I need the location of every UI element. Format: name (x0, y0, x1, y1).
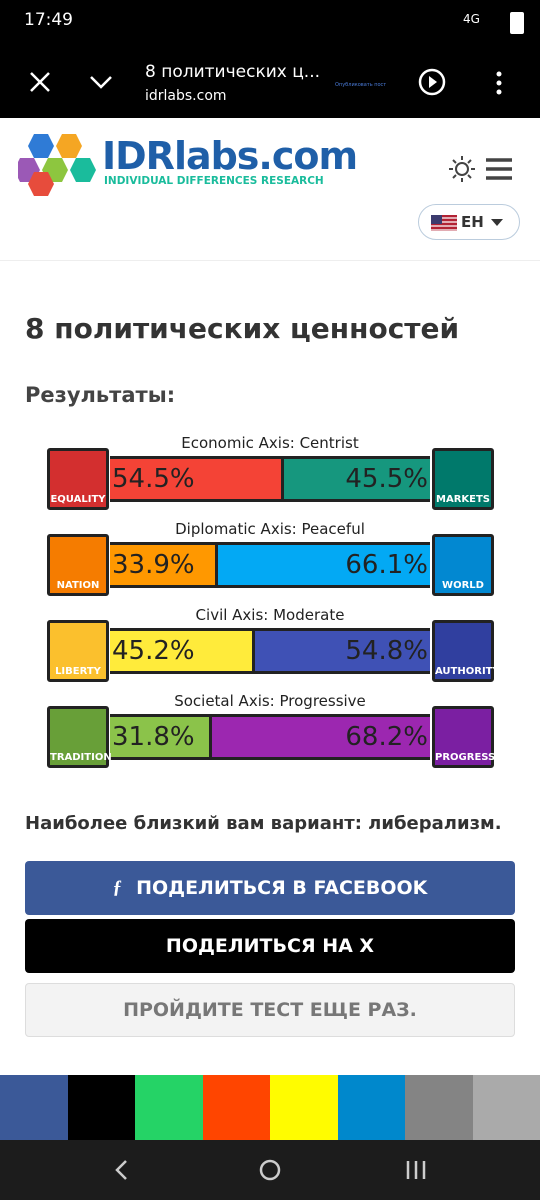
icon-label: TRADITION (50, 752, 112, 763)
share-link[interactable] (472, 1075, 540, 1140)
logo-text[interactable]: IDRlabs.com (102, 134, 358, 178)
icon-label: LIBERTY (55, 666, 101, 677)
left-icon: LIBERTY (47, 620, 109, 682)
logo-mark (18, 134, 96, 196)
time: 17:49 (24, 10, 73, 30)
axis-title: Societal Axis: Progressive (174, 692, 366, 710)
results-heading: Результаты: (25, 383, 176, 407)
icon-label: EQUALITY (50, 494, 106, 505)
nav-buttons[interactable] (110, 1158, 430, 1182)
right-icon: MARKETS (432, 448, 494, 510)
right-bar: 45.5% (284, 456, 430, 502)
page-title: 8 политических ц... (145, 62, 321, 82)
left-value: 54.5% (112, 464, 195, 494)
url: idrlabs.com (145, 88, 227, 104)
top-bars: 17:49 4G 8 политических ц... idrlabs.com… (0, 0, 540, 118)
left-bar: 45.2% (110, 628, 255, 674)
share-telegram[interactable] (337, 1075, 405, 1140)
right-icon: AUTHORITY (432, 620, 500, 682)
battery (510, 12, 524, 34)
flag (431, 215, 457, 231)
share-bar (0, 1075, 540, 1140)
share-x[interactable] (67, 1075, 135, 1140)
share-facebook[interactable] (0, 1075, 68, 1140)
button-label: ПОДЕЛИТЬСЯ НА X (165, 935, 375, 957)
button-label: ПОДЕЛИТЬСЯ В FACEBOOK (136, 877, 428, 899)
right-icon: WORLD (432, 534, 494, 596)
header-icons[interactable] (448, 154, 528, 184)
play-button[interactable] (418, 68, 446, 96)
right-value: 66.1% (345, 550, 428, 580)
retake-button[interactable]: ПРОЙДИТЕ ТЕСТ ЕЩЕ РАЗ. (25, 983, 515, 1037)
left-icon: EQUALITY (47, 448, 109, 510)
closest-match: Наиболее близкий вам вариант: либерализм… (25, 813, 502, 834)
left-value: 31.8% (112, 722, 195, 752)
share-reddit[interactable] (202, 1075, 270, 1140)
x-share-button[interactable]: ПОДЕЛИТЬСЯ НА X (25, 919, 515, 973)
left-value: 33.9% (112, 550, 195, 580)
network: 4G (463, 12, 480, 26)
right-value: 54.8% (345, 636, 428, 666)
icon-label: PROGRESS (435, 752, 496, 763)
share-email[interactable] (405, 1075, 473, 1140)
site-header: IDRlabs.com INDIVIDUAL DIFFERENCES RESEA… (0, 118, 540, 261)
facebook-share-button[interactable]: ƒ ПОДЕЛИТЬСЯ В FACEBOOK (25, 861, 515, 915)
icon-label: WORLD (442, 580, 484, 591)
language: ЕН (461, 213, 484, 231)
nav-bar (0, 1140, 540, 1200)
right-icon: PROGRESS (432, 706, 496, 768)
icon-label: AUTHORITY (435, 666, 500, 677)
right-value: 45.5% (345, 464, 428, 494)
icon-label: NATION (56, 580, 100, 591)
collapse-button[interactable] (88, 72, 114, 92)
language-button[interactable]: ЕН (418, 204, 520, 240)
right-value: 68.2% (345, 722, 428, 752)
right-bar: 54.8% (254, 628, 430, 674)
left-icon: TRADITION (47, 706, 112, 768)
menu-button[interactable] (494, 70, 504, 96)
tagline: INDIVIDUAL DIFFERENCES RESEARCH (104, 175, 324, 187)
left-bar: 54.5% (110, 456, 285, 502)
caret (491, 219, 503, 226)
page-heading: 8 политических ценностей (25, 312, 460, 345)
icon: ƒ (112, 877, 123, 898)
left-value: 45.2% (112, 636, 195, 666)
hint: Опубликовать пост (335, 82, 387, 88)
share-snapchat[interactable] (270, 1075, 338, 1140)
right-bar: 66.1% (218, 542, 430, 588)
close-button[interactable] (28, 70, 52, 94)
axis-title: Diplomatic Axis: Peaceful (175, 520, 365, 538)
share-whatsapp[interactable] (135, 1075, 203, 1140)
left-bar: 31.8% (110, 714, 212, 760)
axis-title: Civil Axis: Moderate (195, 606, 345, 624)
right-bar: 68.2% (211, 714, 430, 760)
left-icon: NATION (47, 534, 109, 596)
icon-label: MARKETS (436, 494, 490, 505)
button-label: ПРОЙДИТЕ ТЕСТ ЕЩЕ РАЗ. (123, 999, 417, 1021)
axis-title: Economic Axis: Centrist (181, 434, 359, 452)
left-bar: 33.9% (110, 542, 219, 588)
